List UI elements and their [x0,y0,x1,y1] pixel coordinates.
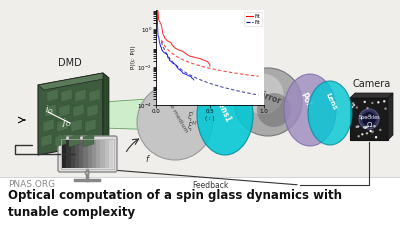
Bar [92,140,96,168]
Bar [109,140,113,168]
Polygon shape [59,104,70,117]
Text: Lens: Lens [324,92,338,110]
Circle shape [357,125,360,128]
Polygon shape [61,89,72,102]
Circle shape [363,126,365,128]
Polygon shape [41,134,52,147]
Text: Mirror: Mirror [254,88,282,106]
Text: Pol.: Pol. [298,90,314,110]
Circle shape [356,126,358,128]
Polygon shape [103,98,163,130]
Circle shape [364,101,366,103]
Text: Lens1: Lens1 [214,96,232,124]
Bar [96,140,100,168]
Circle shape [383,100,386,102]
Bar [83,140,88,168]
Circle shape [369,130,372,132]
Circle shape [242,74,283,114]
Circle shape [358,135,360,138]
Text: Optical computation of a spin glass dynamics with
tunable complexity: Optical computation of a spin glass dyna… [8,189,342,219]
Circle shape [351,106,353,108]
Bar [88,140,92,168]
Text: $\xi^i$: $\xi^i$ [187,110,196,124]
Circle shape [362,112,376,126]
Polygon shape [57,119,68,132]
Circle shape [364,126,366,129]
Circle shape [371,102,374,104]
Bar [100,140,104,168]
Y-axis label: P(I);  P(I): P(I); P(I) [131,46,136,69]
Bar [0,177,400,250]
Text: f: f [145,155,148,164]
Polygon shape [83,134,94,147]
Circle shape [384,108,387,110]
Ellipse shape [197,75,253,155]
Polygon shape [388,93,393,140]
Polygon shape [73,104,84,117]
Text: Ω: Ω [366,122,372,128]
Circle shape [353,104,355,106]
Polygon shape [87,104,98,117]
Circle shape [373,125,376,127]
Polygon shape [38,73,109,90]
Circle shape [368,114,371,117]
Circle shape [371,131,374,133]
Circle shape [366,132,368,134]
Polygon shape [71,119,82,132]
Circle shape [377,101,380,103]
Polygon shape [45,104,56,117]
Text: Speckles: Speckles [358,114,380,119]
Bar [79,140,83,168]
Polygon shape [350,98,388,140]
Circle shape [372,130,374,133]
Ellipse shape [284,74,336,146]
Bar [62,140,66,168]
Polygon shape [69,134,80,147]
Polygon shape [75,89,86,102]
Circle shape [257,93,291,127]
Polygon shape [43,119,54,132]
Circle shape [366,126,368,128]
Text: DMD: DMD [58,58,82,68]
Text: Feedback: Feedback [192,181,228,190]
Circle shape [375,136,377,138]
Text: PNAS.ORG: PNAS.ORG [8,180,55,189]
Text: $i_O$: $i_O$ [45,103,54,116]
Polygon shape [103,73,109,148]
Circle shape [352,102,354,105]
Bar [66,140,70,168]
Text: $j_O$: $j_O$ [62,116,72,129]
Polygon shape [38,73,103,155]
Circle shape [359,109,379,129]
X-axis label: ( : ): ( : ) [205,116,215,120]
Circle shape [361,133,364,136]
FancyBboxPatch shape [58,136,117,172]
Bar [75,140,79,168]
Ellipse shape [308,81,352,145]
Text: $\xi^M$: $\xi^M$ [187,120,198,134]
Circle shape [366,107,369,109]
Bar [0,0,400,177]
Text: Opaque medium: Opaque medium [158,86,188,134]
Polygon shape [55,134,66,147]
Circle shape [379,129,382,131]
Legend: Fit, Fit: Fit, Fit [244,12,262,26]
Polygon shape [85,119,96,132]
Circle shape [234,68,302,136]
Circle shape [356,106,358,109]
Bar [70,140,75,168]
Circle shape [137,84,213,160]
Circle shape [85,171,89,175]
Bar [104,140,109,168]
Polygon shape [47,89,58,102]
Polygon shape [350,93,393,98]
Polygon shape [89,89,100,102]
Text: Camera: Camera [353,79,391,89]
